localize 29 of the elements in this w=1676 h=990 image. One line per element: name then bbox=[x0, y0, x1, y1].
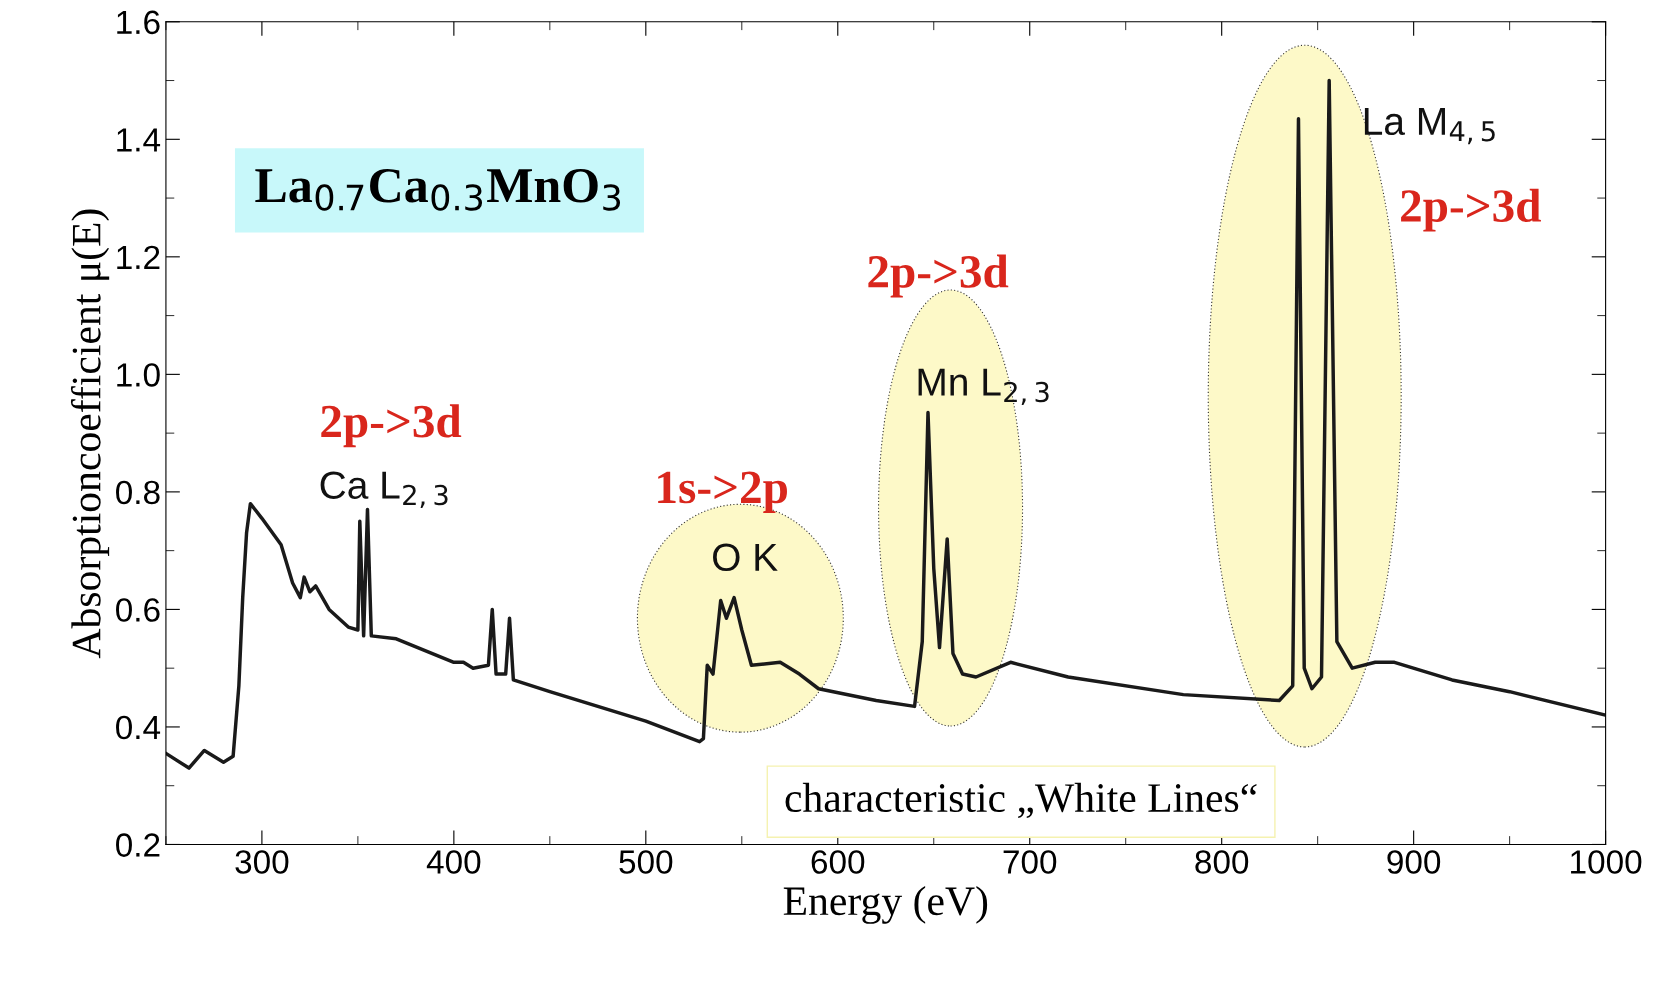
x-tick-label: 1000 bbox=[1571, 850, 1642, 874]
annotation: 2p->3d bbox=[321, 404, 462, 448]
annotation: O K bbox=[713, 543, 778, 572]
x-axis-title: Energy (eV) bbox=[783, 885, 988, 924]
x-tick-label: 400 bbox=[426, 850, 481, 874]
annotation: La M$_{4,5}$ bbox=[1364, 107, 1495, 145]
x-tick-label: 800 bbox=[1195, 850, 1249, 874]
y-tick-label: 0.6 bbox=[116, 598, 160, 622]
x-tick-label: 600 bbox=[811, 850, 865, 874]
annotation: 2p->3d bbox=[868, 254, 1009, 298]
y-tick-label: 0.8 bbox=[116, 480, 160, 505]
x-tick-label: 500 bbox=[619, 850, 673, 874]
x-tick-label: 700 bbox=[1003, 850, 1057, 874]
y-tick-label: 0.2 bbox=[116, 833, 160, 857]
x-tick-label: 900 bbox=[1387, 850, 1441, 874]
x-tick-label: 300 bbox=[235, 850, 289, 874]
annotation: La$_{0.7}$Ca$_{0.3}$MnO$_{3}$ bbox=[255, 168, 621, 211]
y-tick-label: 1.4 bbox=[117, 128, 161, 152]
y-axis-title: Absorptioncoefficient μ(E) bbox=[70, 209, 110, 659]
y-tick-label: 1.0 bbox=[117, 363, 160, 387]
annotation: 1s->2p bbox=[658, 471, 787, 513]
annotation: characteristic „White Lines“ bbox=[785, 782, 1257, 819]
annotation: 2p->3d bbox=[1401, 188, 1541, 232]
line-series bbox=[165, 78, 1606, 770]
annotation: Mn L$_{2,3}$ bbox=[918, 368, 1049, 406]
y-tick-label: 1.2 bbox=[117, 245, 160, 269]
annotation: Ca L$_{2,3}$ bbox=[320, 471, 448, 509]
y-tick-label: 1.6 bbox=[117, 10, 160, 35]
y-tick-label: 0.4 bbox=[116, 715, 161, 740]
